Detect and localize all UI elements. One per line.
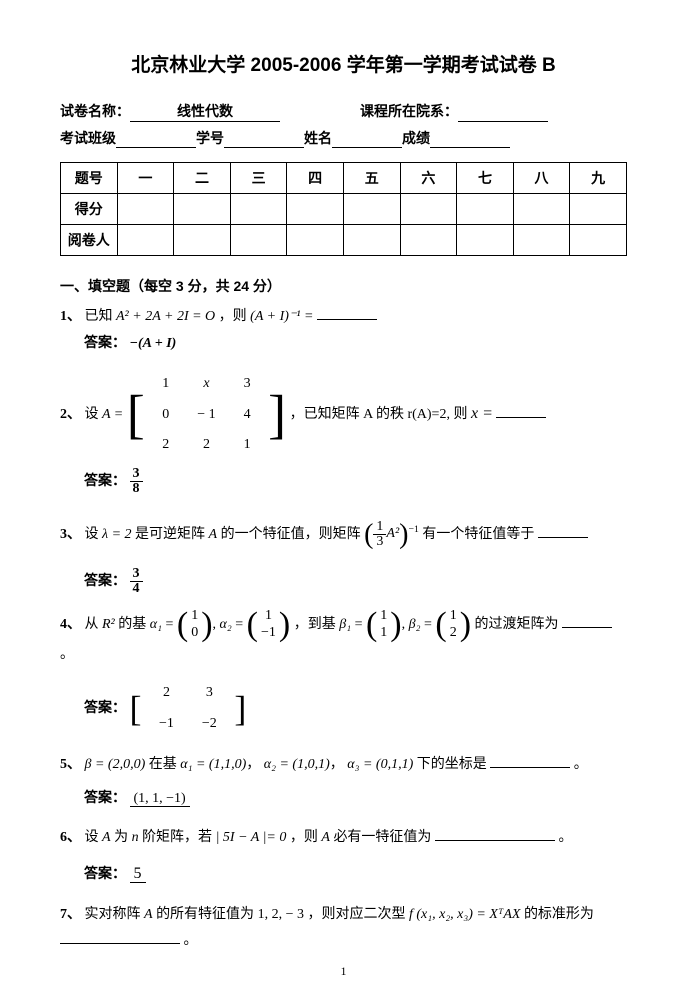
expression: ( 1 3 A² ) — [364, 508, 408, 561]
answer-blank — [60, 929, 180, 944]
answer-blank — [496, 403, 546, 418]
class-label: 考试班级 — [60, 128, 116, 148]
table-row: 题号 一 二 三 四 五 六 七 八 九 — [61, 163, 627, 194]
exam-name-value: 线性代数 — [130, 101, 280, 122]
table-row: 阅卷人 — [61, 225, 627, 256]
id-value — [224, 128, 304, 148]
question-4: 4、 从 R² 的基 α₁ = (10), α₂ = (1−1) ，到基 β₁ … — [60, 608, 627, 739]
answer-blank — [317, 305, 377, 320]
answer-value: [ 23 −1−2 ] — [130, 678, 247, 739]
question-7: 7、 实对称阵 A 的所有特征值为 1, 2, − 3 ，则对应二次型 f (x… — [60, 902, 627, 955]
row-header: 题号 — [61, 163, 118, 194]
info-row-2: 考试班级 学号 姓名 成绩 — [60, 128, 627, 148]
row-header: 阅卷人 — [61, 225, 118, 256]
id-label: 学号 — [196, 128, 224, 148]
exam-page: 北京林业大学 2005-2006 学年第一学期考试试卷 B 试卷名称： 线性代数… — [0, 0, 687, 987]
table-row: 得分 — [61, 194, 627, 225]
class-value — [116, 128, 196, 148]
page-title: 北京林业大学 2005-2006 学年第一学期考试试卷 B — [60, 50, 627, 77]
exam-name-label: 试卷名称： — [60, 101, 130, 122]
question-2: 2、 设 A = [ 1x3 0− 14 221 ] ，已知矩阵 A 的秩 r(… — [60, 369, 627, 496]
answer-value: (1, 1, −1) — [130, 791, 190, 807]
name-label: 姓名 — [304, 128, 332, 148]
score-table: 题号 一 二 三 四 五 六 七 八 九 得分 阅卷人 — [60, 162, 627, 256]
page-number: 1 — [341, 964, 347, 979]
answer-blank — [490, 753, 570, 768]
answer-value: 3 4 — [130, 567, 143, 596]
matrix: [ 1x3 0− 14 221 ] — [127, 369, 286, 461]
question-6: 6、 设 A 为 n 阶矩阵，若 | 5I − A |= 0 ，则 A 必有一特… — [60, 825, 627, 890]
score-value — [430, 128, 510, 148]
score-label: 成绩 — [402, 128, 430, 148]
question-3: 3、 设 λ = 2 是可逆矩阵 A 的一个特征值，则矩阵 ( 1 3 A² )… — [60, 508, 627, 596]
section-header: 一、填空题（每空 3 分，共 24 分） — [60, 276, 627, 296]
answer-blank — [538, 523, 588, 538]
dept-label: 课程所在院系： — [360, 101, 458, 122]
answer-value: −(A + I) — [130, 336, 177, 351]
dept-value — [458, 101, 548, 122]
answer-value: 5 — [130, 865, 146, 883]
answer-value: 3 8 — [130, 467, 143, 496]
row-header: 得分 — [61, 194, 118, 225]
answer-blank — [435, 826, 555, 841]
question-5: 5、 β = (2,0,0) 在基 α₁ = (1,1,0)， α₂ = (1,… — [60, 752, 627, 813]
answer-blank — [562, 613, 612, 628]
question-1: 1、 已知 A² + 2A + 2I = O ，则 (A + I)⁻¹ = 答案… — [60, 304, 627, 357]
info-row-1: 试卷名称： 线性代数 课程所在院系： — [60, 101, 627, 122]
name-value — [332, 128, 402, 148]
